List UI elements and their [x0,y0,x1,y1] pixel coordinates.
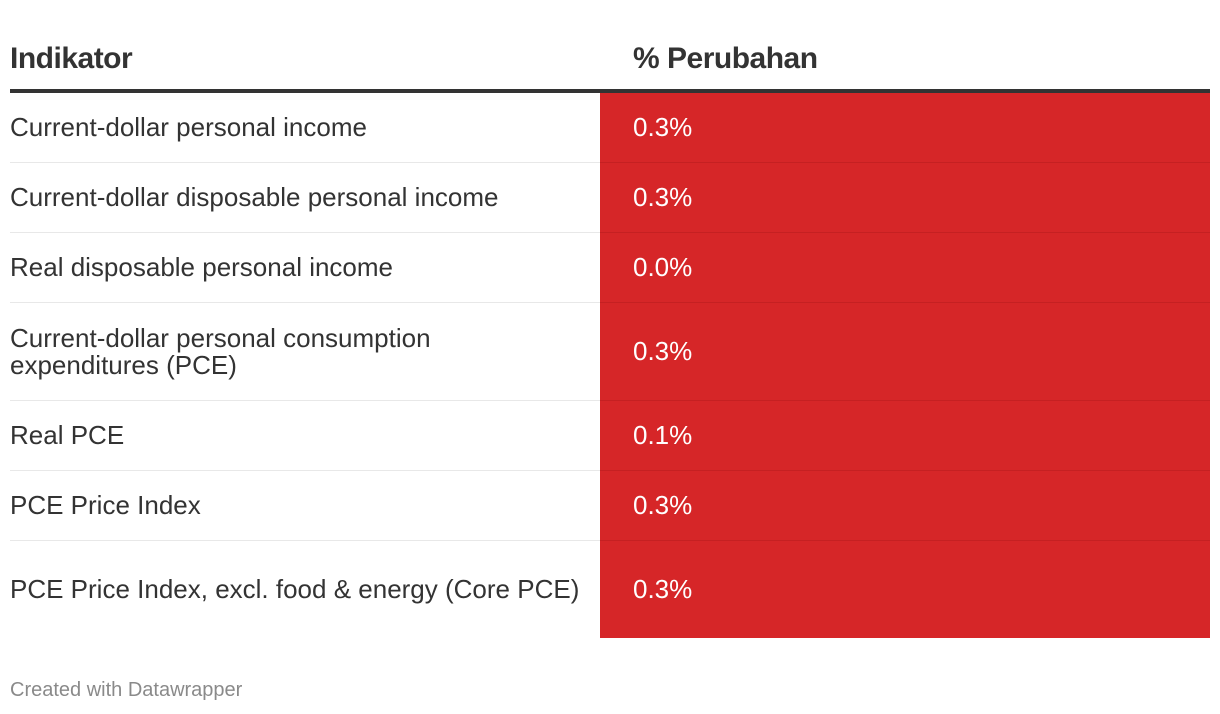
table-row: Current-dollar personal income 0.3% [10,93,1210,163]
table-row: Current-dollar personal consumption expe… [10,303,1210,401]
row-value: 0.3% [600,471,1210,541]
table-body: Current-dollar personal income 0.3% Curren… [10,93,1210,638]
row-label: Real PCE [10,401,600,471]
row-value: 0.0% [600,233,1210,303]
row-value: 0.3% [600,93,1210,163]
row-label: Current-dollar disposable personal incom… [10,163,600,233]
row-label: Current-dollar personal income [10,93,600,163]
row-label: PCE Price Index [10,471,600,541]
row-label: Current-dollar personal consumption expe… [10,303,600,401]
row-label: Real disposable personal income [10,233,600,303]
column-header-indikator: Indikator [10,42,133,75]
table-header-row: Indikator % Perubahan [10,30,1210,93]
row-value: 0.1% [600,401,1210,471]
footer-credit: Created with Datawrapper [10,679,243,701]
row-value: 0.3% [600,163,1210,233]
table-row: PCE Price Index, excl. food & energy (Co… [10,541,1210,638]
column-header-perubahan: % Perubahan [633,42,818,75]
table-row: Real PCE 0.1% [10,401,1210,471]
row-value: 0.3% [600,303,1210,401]
table-row: Current-dollar disposable personal incom… [10,163,1210,233]
row-label: PCE Price Index, excl. food & energy (Co… [10,574,580,604]
data-table: Indikator % Perubahan Current-dollar per… [10,30,1210,638]
row-value: 0.3% [600,541,1210,638]
table-row: Real disposable personal income 0.0% [10,233,1210,303]
table-row: PCE Price Index 0.3% [10,471,1210,541]
